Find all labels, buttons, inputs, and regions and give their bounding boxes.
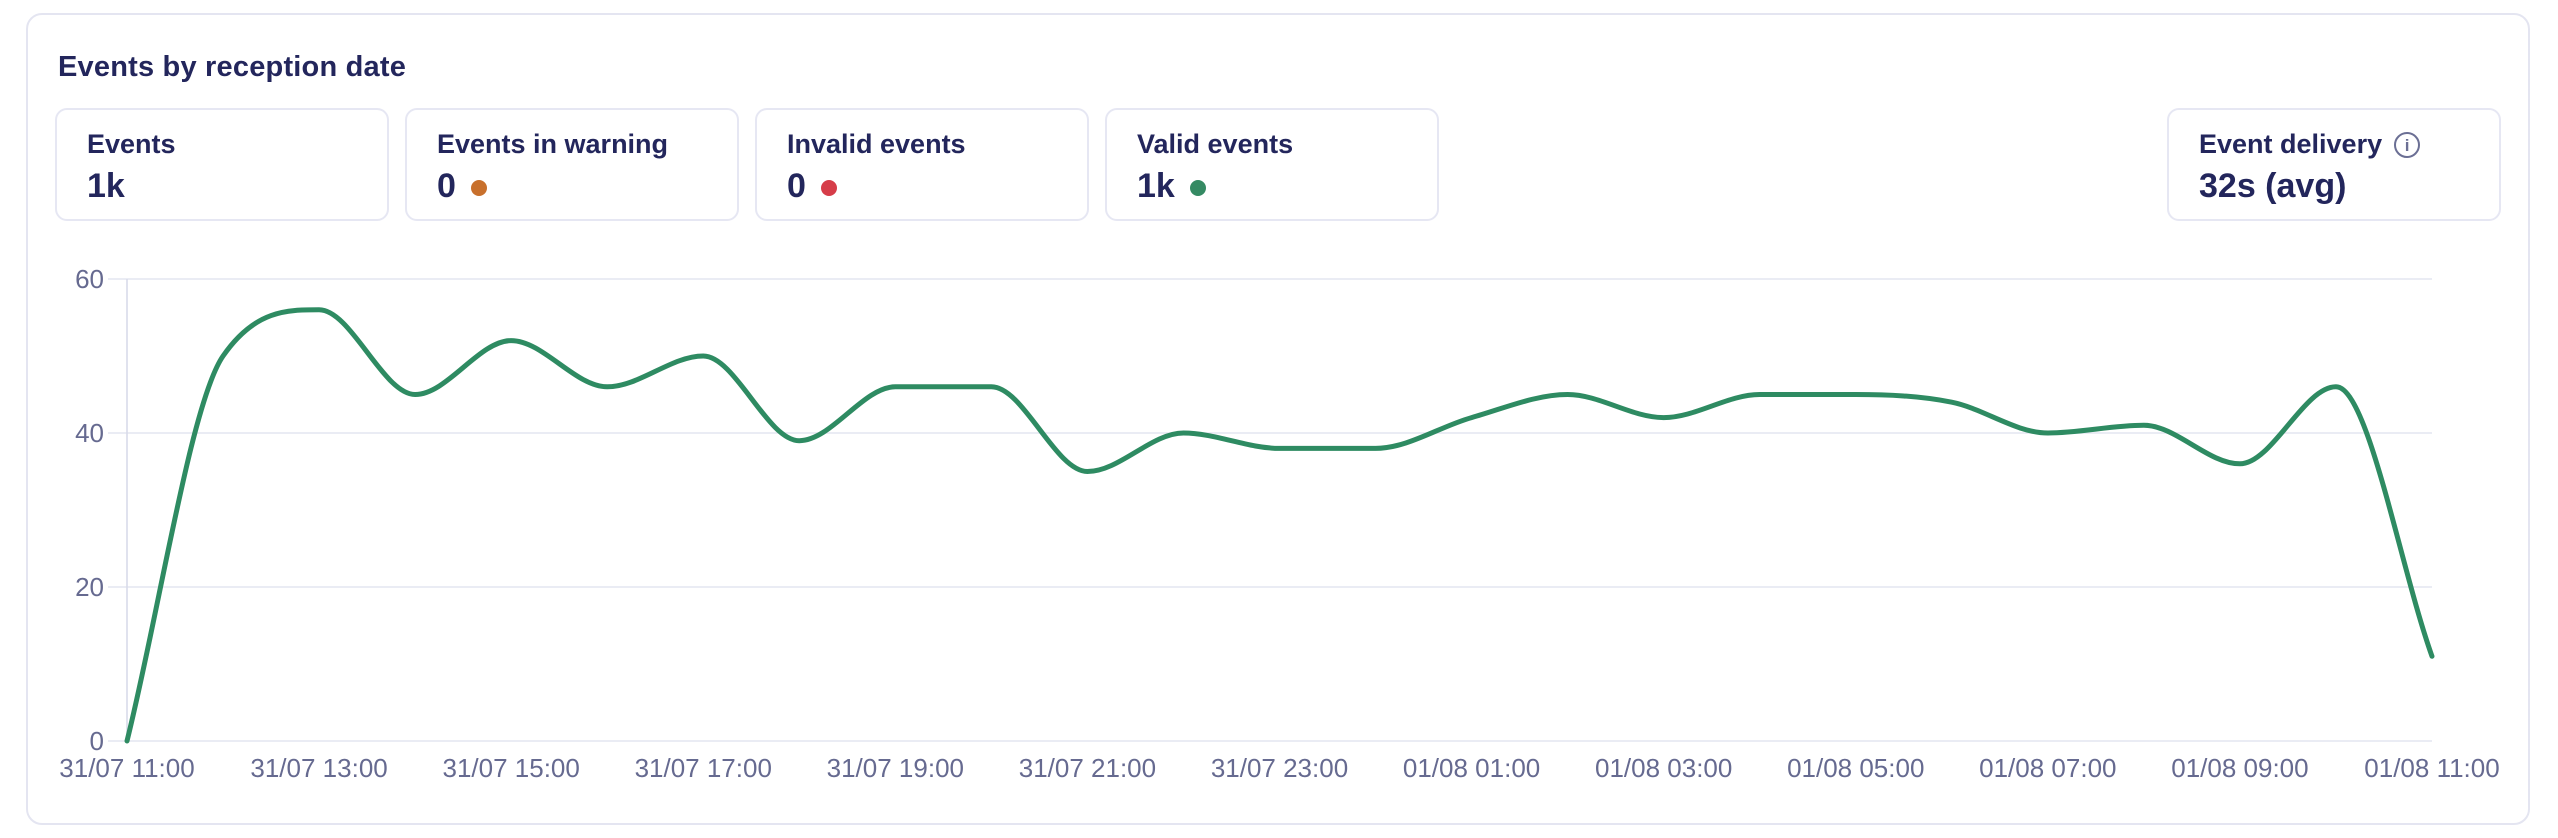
info-circle-icon[interactable] (2394, 132, 2421, 158)
error-dot-icon (820, 180, 837, 196)
x-axis-label: 01/08 03:00 (1595, 753, 1732, 783)
x-axis-label: 01/08 05:00 (1787, 753, 1924, 783)
y-axis-label: 60 (75, 264, 104, 294)
stat-card-events: Events 1k (55, 108, 389, 221)
events-chart-panel: Events by reception date Events 1k Event… (26, 13, 2530, 825)
x-axis-label: 01/08 01:00 (1403, 753, 1540, 783)
stat-value: 1k (87, 167, 125, 205)
x-axis-label: 01/08 07:00 (1979, 753, 2116, 783)
x-axis-label: 01/08 09:00 (2171, 753, 2308, 783)
x-axis-label: 31/07 21:00 (1019, 753, 1156, 783)
stats-row: Events 1k Events in warning 0 Invalid ev… (55, 108, 2501, 221)
x-axis-label: 31/07 19:00 (827, 753, 964, 783)
y-axis-label: 40 (75, 418, 104, 448)
stat-card-valid-events: Valid events 1k (1105, 108, 1439, 221)
stat-card-event-delivery: Event delivery 32s (avg) (2167, 108, 2501, 221)
success-dot-icon (1189, 180, 1206, 196)
x-axis-label: 01/08 11:00 (2364, 753, 2499, 783)
stat-value: 0 (437, 167, 456, 205)
x-axis-label: 31/07 15:00 (442, 753, 579, 783)
warning-dot-icon (470, 180, 487, 196)
panel-title: Events by reception date (58, 51, 407, 83)
x-axis-label: 31/07 23:00 (1211, 753, 1348, 783)
x-axis-label: 31/07 17:00 (635, 753, 772, 783)
y-axis-label: 0 (90, 726, 104, 756)
stat-label: Valid events (1137, 129, 1294, 159)
stat-value: 32s (avg) (2199, 167, 2347, 205)
events-line-series[interactable] (124, 307, 2435, 744)
stat-label: Events in warning (437, 129, 669, 159)
x-axis-label: 31/07 11:00 (59, 753, 194, 783)
stat-label: Event delivery (2199, 129, 2383, 159)
stat-value: 0 (787, 167, 806, 205)
stat-label: Events (87, 129, 176, 159)
stat-card-invalid-events: Invalid events 0 (755, 108, 1089, 221)
stat-value: 1k (1137, 167, 1175, 205)
stat-label: Invalid events (787, 129, 966, 159)
y-axis-label: 20 (75, 572, 104, 602)
x-axis-label: 31/07 13:00 (250, 753, 387, 783)
events-line-chart[interactable]: 0 20 40 60 31/07 11:00 31/07 13:00 31/07 15:00… (28, 15, 2532, 827)
stat-card-events-in-warning: Events in warning 0 (405, 108, 739, 221)
